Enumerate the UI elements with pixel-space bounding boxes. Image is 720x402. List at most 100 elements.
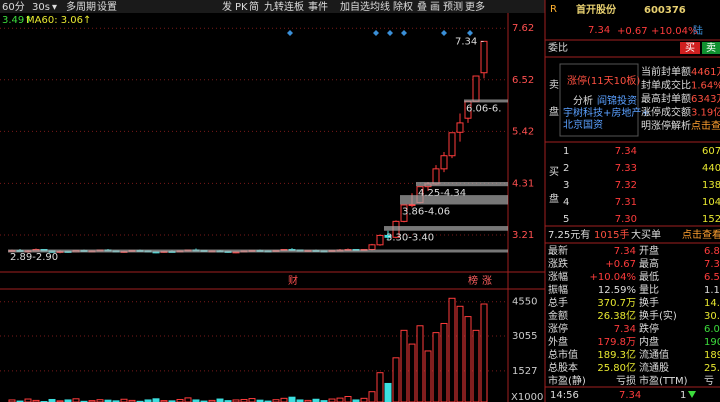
toolbar-item[interactable]: ▾ [52, 2, 57, 13]
stat-label: 跌停 [639, 322, 659, 335]
stat-value: 12.59% [598, 285, 636, 296]
stat-value: 179.8万 [597, 337, 636, 348]
weibi-label: 委比 [548, 41, 568, 54]
toolbar-button[interactable]: 更多 [465, 0, 485, 13]
volume-bar [24, 398, 32, 402]
toolbar-button[interactable]: PK [235, 2, 248, 13]
bid-volume: 138 [702, 180, 720, 191]
analyst[interactable]: 阎锦投资 [597, 94, 637, 107]
sell-button[interactable]: 卖 [706, 42, 716, 54]
volume-bar [408, 343, 416, 402]
toolbar-button[interactable]: 叠 [417, 1, 427, 13]
sell-button-bg[interactable] [702, 42, 720, 54]
limit-stat-value: 4461万 [691, 67, 720, 78]
toolbar-button[interactable]: 预测 [443, 0, 463, 13]
y-tick-label: 7.62 [512, 23, 534, 34]
y-tick-label: 5.42 [512, 126, 534, 137]
stat-value: 7.34 [614, 324, 636, 335]
stat-value: 6.5 [704, 272, 720, 283]
toolbar-button[interactable]: 九转 [264, 0, 284, 13]
toolbar-button[interactable]: 发 [222, 0, 232, 13]
candle-body [384, 234, 392, 238]
tick-arrow [688, 391, 696, 398]
stat-value: 26.38亿 [597, 309, 636, 322]
candle-body [472, 75, 480, 102]
volume-bar [248, 398, 256, 402]
stat-value: 亏损 [616, 374, 636, 387]
volume-bar [424, 350, 432, 402]
bid-level: 5 [563, 214, 569, 225]
big-order[interactable]: 点击查看 [682, 228, 720, 241]
stat-value: 6.0 [704, 324, 720, 335]
buy-button[interactable]: 买 [685, 42, 695, 54]
price-zone [464, 99, 508, 103]
bid-volume: 440 [702, 163, 720, 174]
limit-stat-value[interactable]: 点击查看 [691, 119, 720, 132]
stat-value: 190.9 [704, 337, 720, 348]
toolbar-button[interactable]: 均线 [370, 0, 390, 13]
volume-bar [360, 397, 368, 402]
toolbar-button[interactable]: 画 [430, 2, 440, 13]
stat-label: 最新 [548, 244, 568, 257]
volume-bar [440, 322, 448, 402]
volume-bar [152, 398, 160, 402]
y-tick-label: 4.31 [512, 178, 534, 189]
event-marker[interactable]: 榜 [468, 274, 478, 287]
stat-label: 振幅 [548, 283, 568, 296]
stat-value: 6.8 [704, 246, 720, 257]
bid-volume: 152 [702, 214, 720, 225]
toolbar-button[interactable]: 连板 [284, 0, 304, 13]
high-label: 7.34 - [455, 36, 484, 47]
toolbar-button[interactable]: 简 [249, 0, 259, 13]
volume-bar [448, 297, 456, 402]
diamond [287, 30, 293, 36]
concept: 北京国资 [563, 118, 603, 131]
candle-body [400, 204, 408, 222]
toolbar-item[interactable]: 多周期 [66, 0, 96, 13]
concept: 宇树科技+房地产+ [563, 106, 650, 119]
stat-value: 亏 [704, 375, 714, 387]
volume-bar [392, 357, 400, 402]
price-zone [384, 226, 508, 231]
ma60-label: MA60: 3.06↑ [26, 15, 91, 26]
volume-bar [464, 316, 472, 402]
zone-label: 6.06-6. [466, 103, 501, 114]
toolbar-button[interactable]: 除权 [393, 0, 413, 13]
toolbar-item[interactable]: 60分 [2, 1, 25, 13]
tick-time: 14:56 [550, 390, 579, 401]
volume-bar [480, 303, 488, 402]
volume-bar [376, 372, 384, 402]
candle-body [480, 40, 488, 74]
volume-tick-label: 3055 [512, 331, 537, 342]
bid-price: 7.30 [615, 214, 637, 225]
buy-button-bg[interactable] [680, 42, 700, 54]
diamond [401, 30, 407, 36]
toolbar-bg [0, 0, 545, 13]
tag: 陆 [693, 24, 703, 37]
stock-code: 600376 [644, 5, 686, 16]
toolbar-button[interactable]: 事件 [308, 0, 328, 13]
price: 7.34 [588, 25, 610, 36]
volume-bar [456, 305, 464, 402]
analysis-label: 分析 [573, 94, 593, 107]
toolbar-item[interactable]: 30s [32, 2, 50, 13]
stat-label: 开盘 [639, 244, 659, 257]
side-label: 盘 [549, 192, 559, 205]
ma-value: 3.49↑ [2, 15, 33, 26]
toolbar-button[interactable]: 加自选 [340, 0, 370, 13]
bid-price: 7.34 [615, 146, 637, 157]
volume-bar [328, 398, 336, 402]
change: +0.67 [617, 26, 648, 37]
stat-value: 30.35 [704, 311, 720, 322]
event-marker[interactable]: 涨 [482, 275, 492, 287]
stat-label: 涨停 [548, 322, 568, 335]
stat-value: 25.80亿 [597, 361, 636, 374]
limit-stat-label: 封单成交比 [641, 79, 691, 92]
limit-stat-label: 最高封单额 [641, 92, 691, 105]
event-marker[interactable]: 财 [288, 274, 298, 287]
volume-tick-label: 4550 [512, 297, 537, 308]
stat-label: 外盘 [548, 335, 568, 348]
toolbar-item[interactable]: 设置 [97, 1, 117, 13]
zone-label: 2.89-2.90 [10, 252, 58, 263]
